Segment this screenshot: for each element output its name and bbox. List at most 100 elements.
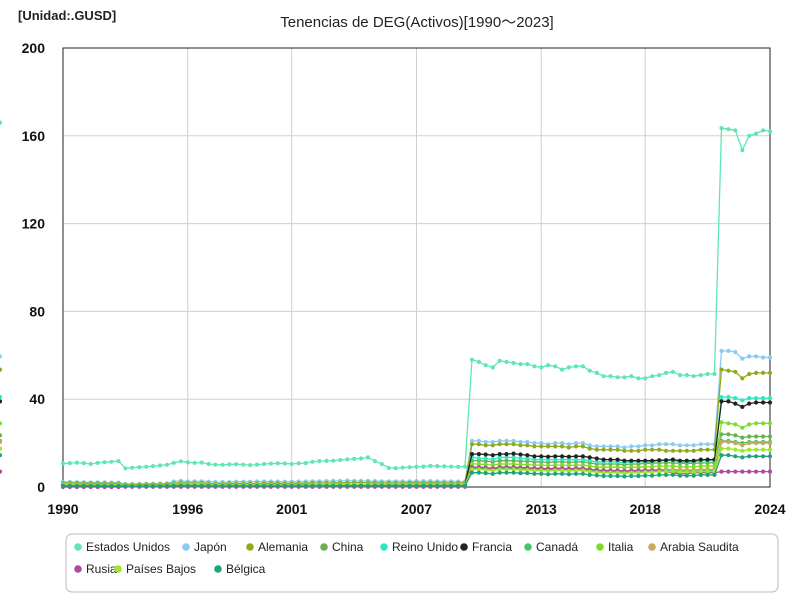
data-point <box>407 465 412 470</box>
data-point <box>518 439 523 445</box>
data-point <box>754 354 759 359</box>
data-point <box>560 471 565 476</box>
data-point <box>726 394 731 400</box>
data-point <box>262 461 267 467</box>
data-point <box>0 469 3 474</box>
data-point <box>726 439 731 445</box>
data-point <box>525 471 530 476</box>
data-point <box>587 458 592 463</box>
data-point <box>150 484 156 489</box>
data-point <box>691 464 696 469</box>
series-group <box>0 439 773 488</box>
data-point <box>608 470 613 475</box>
series-group <box>0 367 773 487</box>
data-point <box>733 369 738 374</box>
data-point <box>0 453 3 458</box>
data-point <box>691 443 696 448</box>
data-point <box>650 473 655 478</box>
data-point <box>421 483 426 488</box>
data-point <box>566 463 572 468</box>
data-point <box>754 447 759 452</box>
data-point <box>650 374 655 379</box>
data-point <box>546 444 551 449</box>
data-point <box>0 421 3 426</box>
data-point <box>761 441 766 446</box>
data-point <box>560 441 565 446</box>
data-point <box>587 455 592 460</box>
data-point <box>81 461 86 466</box>
data-point <box>657 442 662 447</box>
data-point <box>483 452 488 457</box>
data-point <box>698 472 703 477</box>
data-point <box>650 470 655 475</box>
data-point <box>566 468 572 474</box>
legend-marker <box>320 543 328 551</box>
data-point <box>476 442 481 447</box>
legend-label: Japón <box>194 540 227 554</box>
data-point <box>670 442 676 447</box>
data-point <box>144 484 149 489</box>
data-point <box>636 465 641 470</box>
data-point <box>102 483 107 488</box>
data-point <box>629 448 634 453</box>
data-point <box>476 461 481 467</box>
data-point <box>532 441 537 446</box>
data-point <box>733 128 738 133</box>
data-point <box>0 367 3 372</box>
data-point <box>698 464 703 469</box>
data-point <box>761 454 766 459</box>
data-point <box>761 447 766 452</box>
data-point <box>331 483 336 488</box>
data-point <box>615 457 620 462</box>
data-point <box>296 483 301 488</box>
data-point <box>81 483 86 488</box>
data-point <box>733 469 738 474</box>
data-point <box>733 433 738 438</box>
data-point <box>0 120 3 125</box>
data-point <box>553 441 558 446</box>
data-point <box>761 370 766 375</box>
data-point <box>573 444 579 449</box>
data-point <box>629 470 634 475</box>
x-tick-label: 1990 <box>47 501 78 517</box>
data-point <box>469 442 475 447</box>
data-point <box>663 458 669 463</box>
legend: Estados Unidos Japón Alemania China Reino Un… <box>65 533 779 593</box>
data-point <box>102 460 107 465</box>
data-point <box>587 469 592 474</box>
data-point <box>684 473 689 478</box>
data-point <box>241 483 246 488</box>
data-point <box>726 399 731 404</box>
data-point <box>663 370 669 375</box>
data-point <box>740 404 745 409</box>
data-point <box>490 439 495 445</box>
data-point <box>234 483 239 488</box>
data-point <box>657 447 662 452</box>
legend-marker <box>648 543 656 551</box>
data-point <box>317 459 322 464</box>
data-point <box>719 446 724 451</box>
data-point <box>712 472 717 477</box>
data-point <box>629 465 634 470</box>
data-point <box>726 469 731 474</box>
data-point <box>192 483 197 488</box>
legend-label: Italia <box>608 540 634 554</box>
data-point <box>483 439 488 445</box>
data-point <box>497 458 502 463</box>
data-point <box>518 456 523 461</box>
data-point <box>504 359 509 364</box>
y-tick-label: 200 <box>22 40 46 56</box>
data-point <box>601 473 606 479</box>
y-tick-label: 0 <box>37 479 45 495</box>
data-point <box>767 441 773 446</box>
series-group <box>0 420 773 489</box>
data-point <box>0 354 3 359</box>
data-point <box>546 472 551 477</box>
data-point <box>698 447 703 452</box>
data-point <box>754 441 759 446</box>
data-point <box>587 446 592 451</box>
y-tick-label: 160 <box>22 128 46 144</box>
data-point <box>747 354 752 359</box>
data-point <box>726 127 731 132</box>
